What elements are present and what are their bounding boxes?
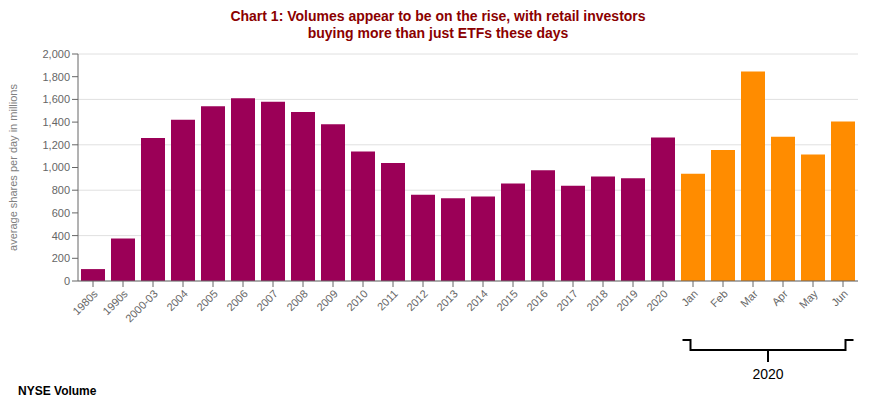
svg-text:2009: 2009 — [314, 287, 340, 313]
svg-text:2,000: 2,000 — [42, 48, 70, 60]
svg-text:800: 800 — [52, 184, 70, 196]
svg-text:2011: 2011 — [375, 287, 400, 312]
svg-text:2016: 2016 — [524, 287, 550, 313]
svg-text:1,400: 1,400 — [42, 116, 70, 128]
html-text:Chart 1: Volumes appear to be: Chart 1: Volumes appear to be on the ris… — [230, 8, 646, 24]
html-text:buying more than just ETFs the: buying more than just ETFs these days — [307, 25, 569, 41]
svg-text:2010: 2010 — [344, 287, 370, 313]
svg-text:1,000: 1,000 — [42, 161, 70, 173]
svg-text:2017: 2017 — [554, 287, 580, 313]
svg-text:2015: 2015 — [494, 287, 520, 313]
svg-text:Jan: Jan — [679, 287, 700, 308]
svg-text:1,600: 1,600 — [42, 93, 70, 105]
svg-text:1980s: 1980s — [70, 287, 100, 317]
svg-text:Mar: Mar — [738, 287, 760, 309]
svg-text:400: 400 — [52, 230, 70, 242]
svg-text:average shares per day in mill: average shares per day in millions — [8, 84, 19, 251]
svg-text:2007: 2007 — [254, 287, 280, 313]
svg-text:Jun: Jun — [829, 287, 850, 308]
svg-text:2018: 2018 — [584, 287, 610, 313]
svg-text:2020: 2020 — [644, 287, 670, 313]
svg-text:2006: 2006 — [224, 287, 250, 313]
svg-text:2013: 2013 — [434, 287, 460, 313]
svg-text:1,200: 1,200 — [42, 139, 70, 151]
svg-text:600: 600 — [52, 207, 70, 219]
svg-text:Feb: Feb — [708, 287, 730, 309]
svg-text:2012: 2012 — [404, 287, 430, 313]
svg-text:2000-03: 2000-03 — [123, 287, 160, 324]
svg-text:0: 0 — [64, 275, 70, 287]
svg-text:2014: 2014 — [464, 287, 490, 313]
html-text:2020: 2020 — [752, 366, 784, 382]
html-text:NYSE Volume: NYSE Volume — [18, 384, 97, 398]
svg-text:1,800: 1,800 — [42, 71, 70, 83]
svg-text:1990s: 1990s — [100, 287, 130, 318]
svg-text:2005: 2005 — [194, 287, 220, 313]
svg-text:2008: 2008 — [284, 287, 310, 313]
svg-text:Apr: Apr — [769, 287, 790, 308]
svg-text:2019: 2019 — [614, 287, 640, 313]
svg-text:200: 200 — [52, 252, 70, 264]
svg-text:2004: 2004 — [164, 287, 190, 313]
svg-text:May: May — [797, 287, 821, 311]
